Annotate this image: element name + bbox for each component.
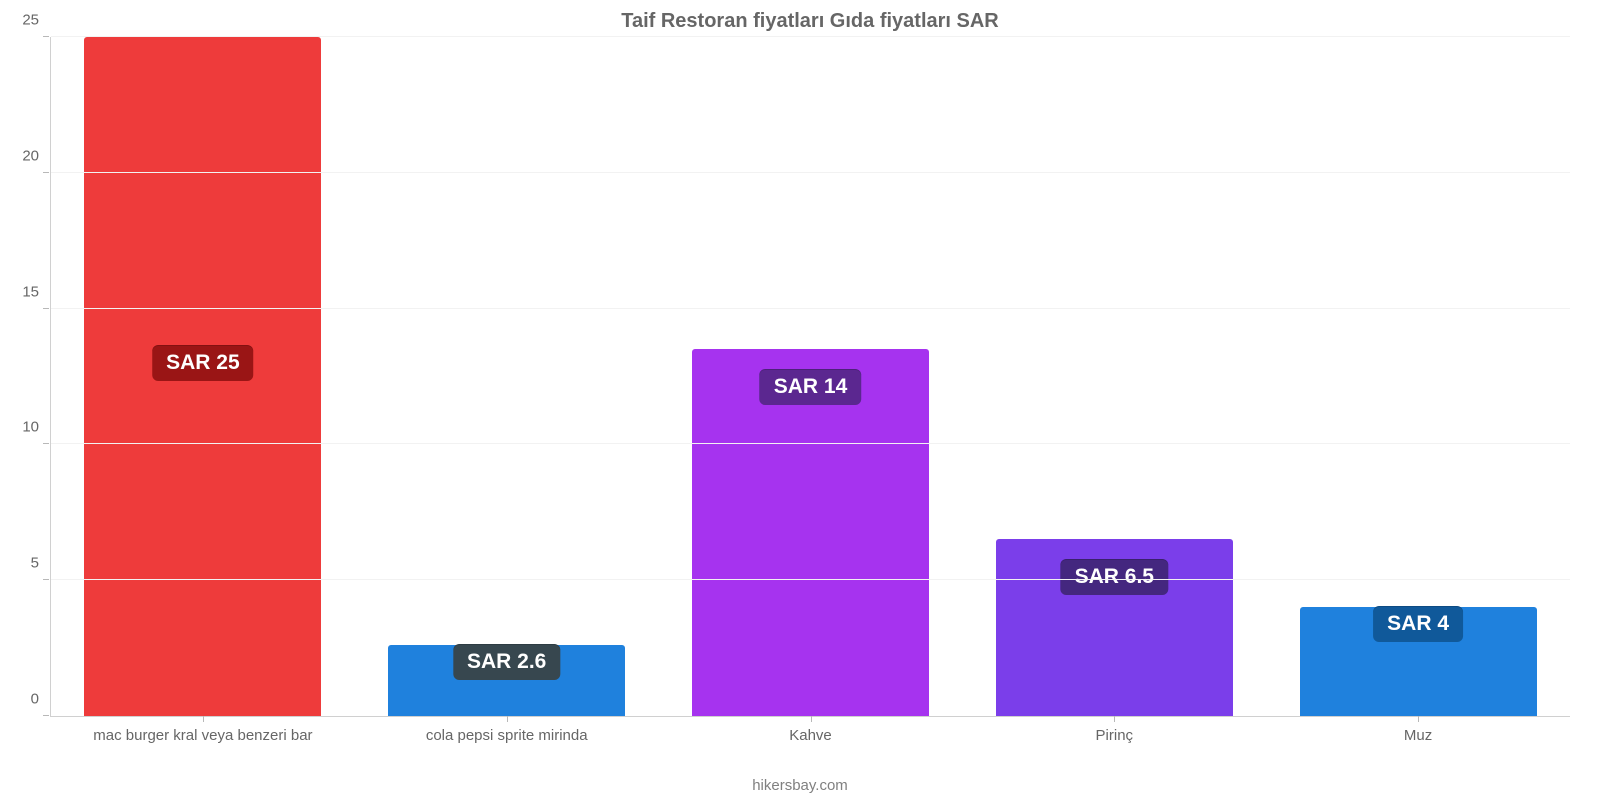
y-tick [43,308,49,309]
bar-slot: SAR 25 [51,37,355,716]
y-tick-label: 25 [22,12,51,29]
x-axis-label: Pirinç [962,727,1266,744]
y-tick [43,715,49,716]
x-tick [1114,716,1115,722]
value-badge: SAR 2.6 [453,644,560,680]
x-axis-labels: mac burger kral veya benzeri barcola pep… [51,727,1570,744]
gridline [51,172,1570,173]
x-axis-label: Kahve [659,727,963,744]
y-tick-label: 5 [31,555,51,572]
y-tick-label: 20 [22,147,51,164]
value-badge: SAR 25 [152,345,254,381]
chart-credit: hikersbay.com [0,777,1600,794]
bar-slot: SAR 2.6 [355,37,659,716]
x-tick [811,716,812,722]
gridline [51,579,1570,580]
bar-slot: SAR 4 [1266,37,1570,716]
bar-slot: SAR 6.5 [962,37,1266,716]
gridline [51,36,1570,37]
x-axis-label: cola pepsi sprite mirinda [355,727,659,744]
x-tick [1418,716,1419,722]
x-axis-label: Muz [1266,727,1570,744]
bars-layer: SAR 25 SAR 2.6 SAR 14 SAR 6.5 SAR 4 [51,37,1570,716]
y-tick-label: 10 [22,419,51,436]
gridline [51,443,1570,444]
chart-title: Taif Restoran fiyatları Gıda fiyatları S… [50,10,1570,33]
value-badge: SAR 14 [760,369,862,405]
y-tick-label: 0 [31,691,51,708]
chart-container: Taif Restoran fiyatları Gıda fiyatları S… [0,0,1600,800]
value-badge: SAR 6.5 [1061,559,1168,595]
y-tick [43,579,49,580]
x-axis-label: mac burger kral veya benzeri bar [51,727,355,744]
gridline [51,308,1570,309]
y-tick-label: 15 [22,283,51,300]
plot-area: SAR 25SAR 2.6SAR 14SAR 6.5SAR 4 mac burg… [50,37,1570,717]
value-badge: SAR 4 [1373,606,1463,642]
x-tick [507,716,508,722]
y-tick [43,36,49,37]
y-tick [43,443,49,444]
x-tick [203,716,204,722]
bar-slot: SAR 14 [659,37,963,716]
y-tick [43,172,49,173]
